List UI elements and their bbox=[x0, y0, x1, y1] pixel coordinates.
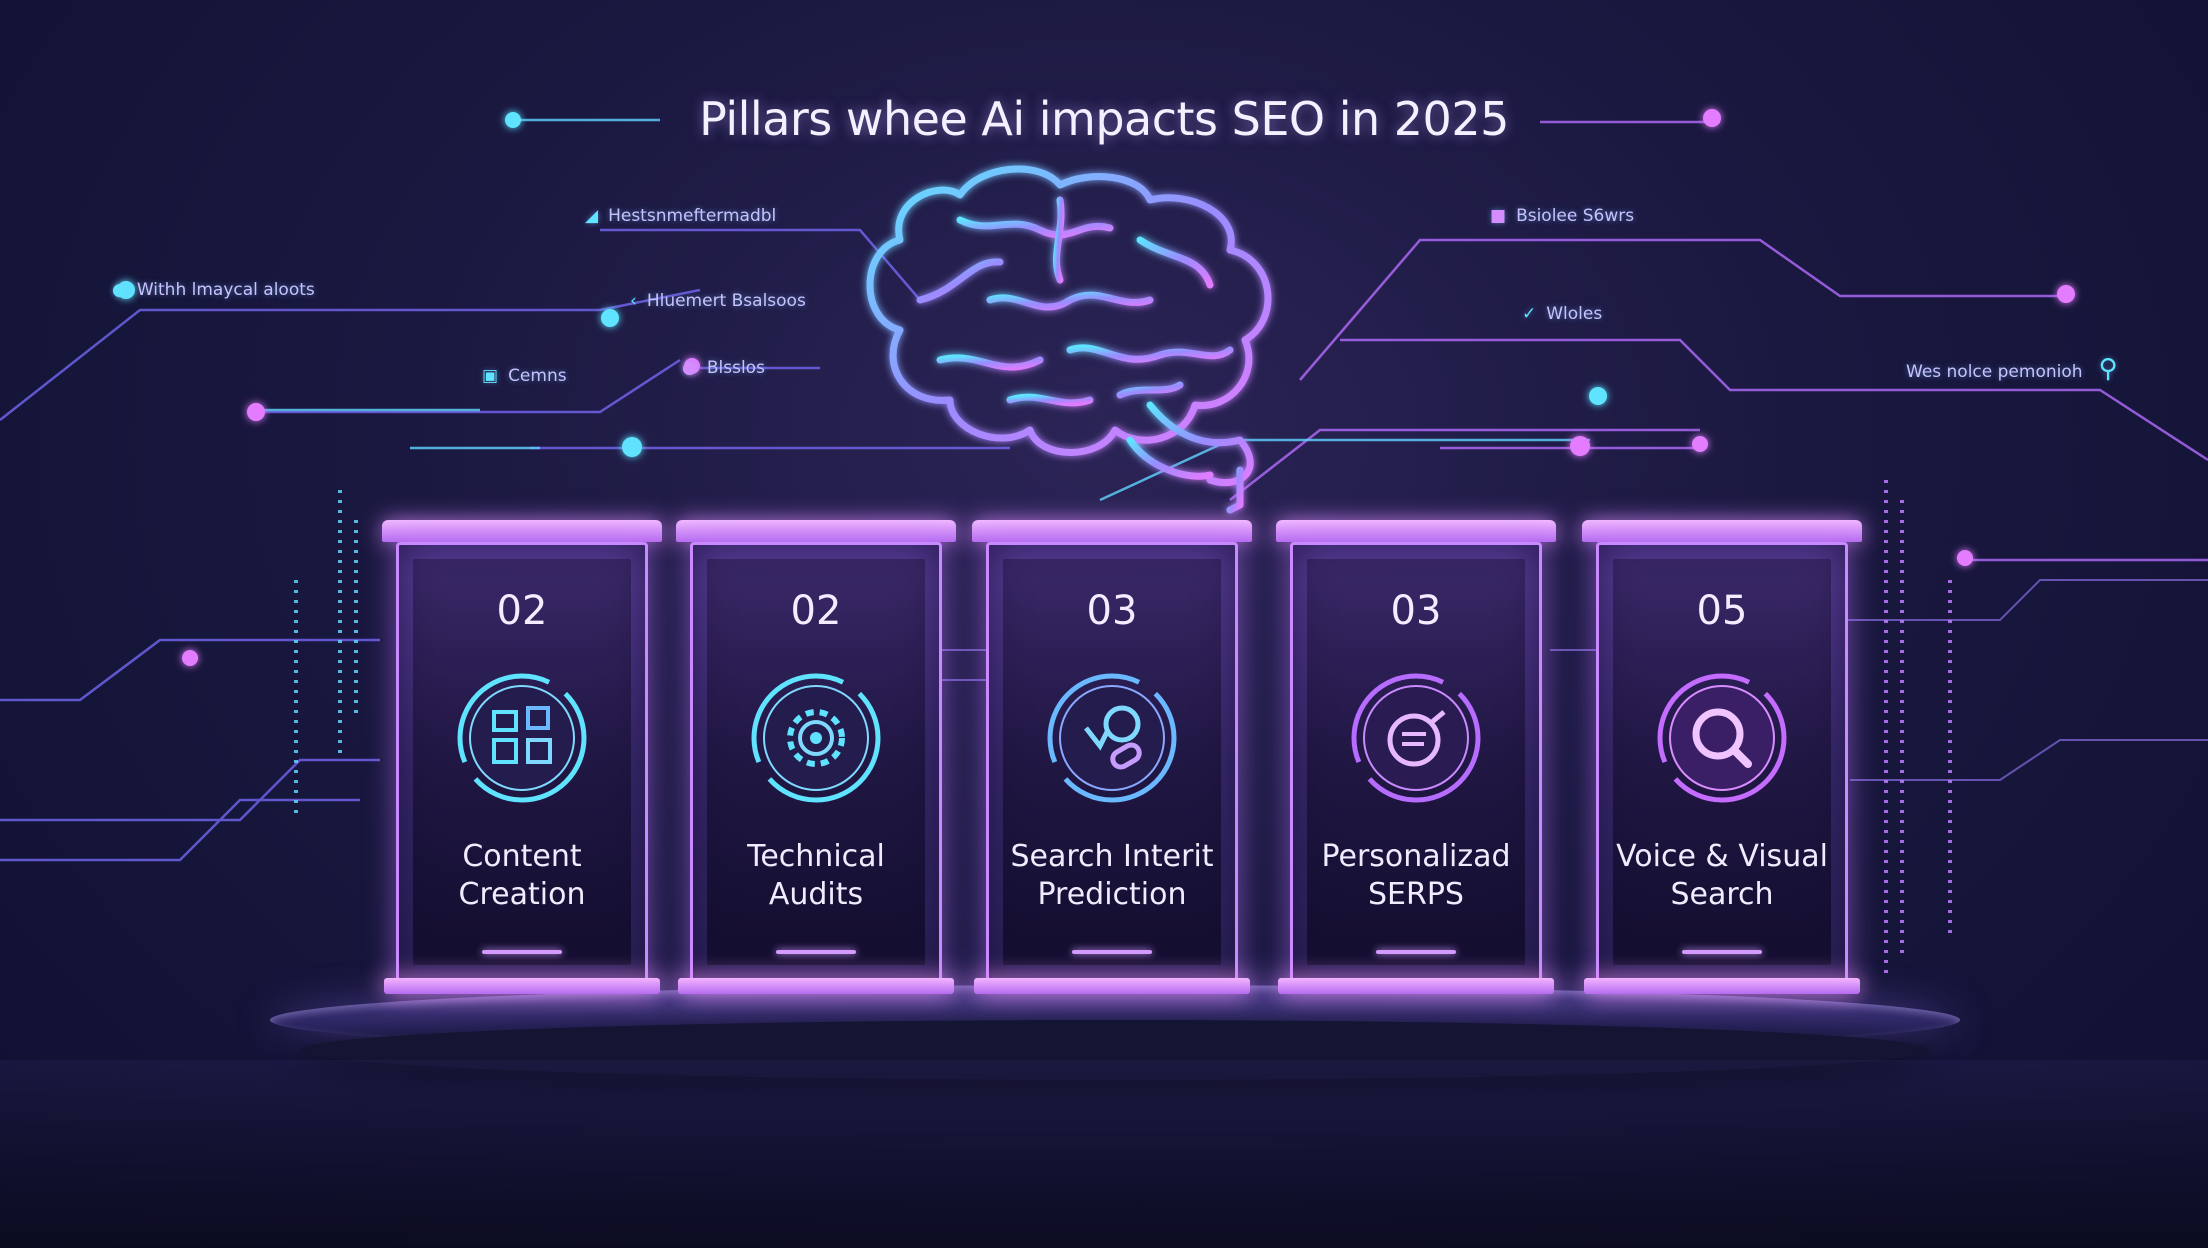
pillar-number: 02 bbox=[496, 588, 548, 634]
tag-label: Cemns bbox=[508, 366, 567, 386]
pillar-underline bbox=[1072, 950, 1152, 954]
tag-label: Hestsnmeftermadbl bbox=[608, 206, 777, 226]
brain-icon bbox=[866, 165, 1272, 519]
pillar-cap bbox=[676, 520, 956, 542]
page-title: Pillars whee Ai impacts SEO in 2025 bbox=[699, 92, 1509, 146]
technical-gear-icon bbox=[746, 668, 886, 808]
dot-icon: ● bbox=[112, 280, 127, 300]
pillar-cap bbox=[972, 520, 1252, 542]
tag-left-1: ● Withh lmaycal aloots bbox=[112, 280, 315, 300]
pillar-content-creation: 02 Content Creation bbox=[382, 520, 662, 994]
pillar-underline bbox=[482, 950, 562, 954]
tag-label: Bsiolee S6wrs bbox=[1516, 206, 1635, 226]
pillar-underline bbox=[1682, 950, 1762, 954]
pillar-base bbox=[1278, 978, 1554, 994]
tag-label: Blsslos bbox=[706, 358, 765, 378]
voice-visual-search-icon bbox=[1652, 668, 1792, 808]
pillar-number: 03 bbox=[1086, 588, 1138, 634]
tag-label: Withh lmaycal aloots bbox=[136, 280, 315, 300]
tag-top-right: ■ Bsiolee S6wrs bbox=[1490, 206, 1634, 226]
pillar-number: 03 bbox=[1390, 588, 1442, 634]
pillar-base bbox=[974, 978, 1250, 994]
pillar-underline bbox=[1376, 950, 1456, 954]
search-icon: ⚲ bbox=[2098, 354, 2118, 384]
pillar-technical-audits: 02 Technical Audits bbox=[676, 520, 956, 994]
content-creation-icon bbox=[452, 668, 592, 808]
square-icon: ■ bbox=[1490, 206, 1507, 226]
pin-icon: ◢ bbox=[585, 206, 599, 226]
frame-icon: ▣ bbox=[482, 366, 499, 386]
pillar-personalized-serps: 03 Personalizad SERPS bbox=[1276, 520, 1556, 994]
pillar-base bbox=[678, 978, 954, 994]
pillar-cap bbox=[1582, 520, 1862, 542]
tag-top-left: ◢ Hestsnmeftermadbl bbox=[585, 206, 776, 226]
heart-check-icon: ✓ bbox=[1522, 304, 1537, 324]
tag-label: Hluemert Bsalsoos bbox=[646, 291, 806, 311]
tag-label: Wes nolce pemonioh bbox=[1906, 362, 2083, 382]
pillar-base bbox=[1584, 978, 1860, 994]
pillar-label: Search Interit Prediction bbox=[1010, 839, 1214, 912]
search-intent-icon bbox=[1042, 668, 1182, 808]
pillar-cap bbox=[1276, 520, 1556, 542]
pillar-number: 02 bbox=[790, 588, 842, 634]
tag-right-1: ✓ Wloles bbox=[1522, 304, 1602, 324]
tag-right-2: Wes nolce pemonioh ⚲ bbox=[1906, 354, 2128, 384]
pillar-label: Voice & Visual Search bbox=[1616, 839, 1828, 912]
tag-label: Wloles bbox=[1546, 304, 1603, 324]
pillar-label: Personalizad SERPS bbox=[1321, 839, 1511, 912]
pillar-underline bbox=[776, 950, 856, 954]
pillar-search-intent: 03 Search Interit Prediction bbox=[972, 520, 1252, 994]
pillar-label: Technical Audits bbox=[747, 839, 885, 912]
floor-grid bbox=[0, 1060, 2208, 1248]
tag-left-2: ‹ Hluemert Bsalsoos bbox=[630, 291, 806, 311]
personalized-serp-icon bbox=[1346, 668, 1486, 808]
pillar-label: Content Creation bbox=[458, 839, 586, 912]
pillar-cap bbox=[382, 520, 662, 542]
tag-left-3: ▣ Cemns bbox=[482, 366, 567, 386]
tag-left-4: ● Blsslos bbox=[682, 358, 765, 378]
chevron-left-icon: ‹ bbox=[630, 291, 637, 311]
dot-icon: ● bbox=[682, 358, 697, 378]
pillar-number: 05 bbox=[1696, 588, 1748, 634]
pillar-base bbox=[384, 978, 660, 994]
pillar-voice-visual-search: 05 Voice & Visual Search bbox=[1582, 520, 1862, 994]
